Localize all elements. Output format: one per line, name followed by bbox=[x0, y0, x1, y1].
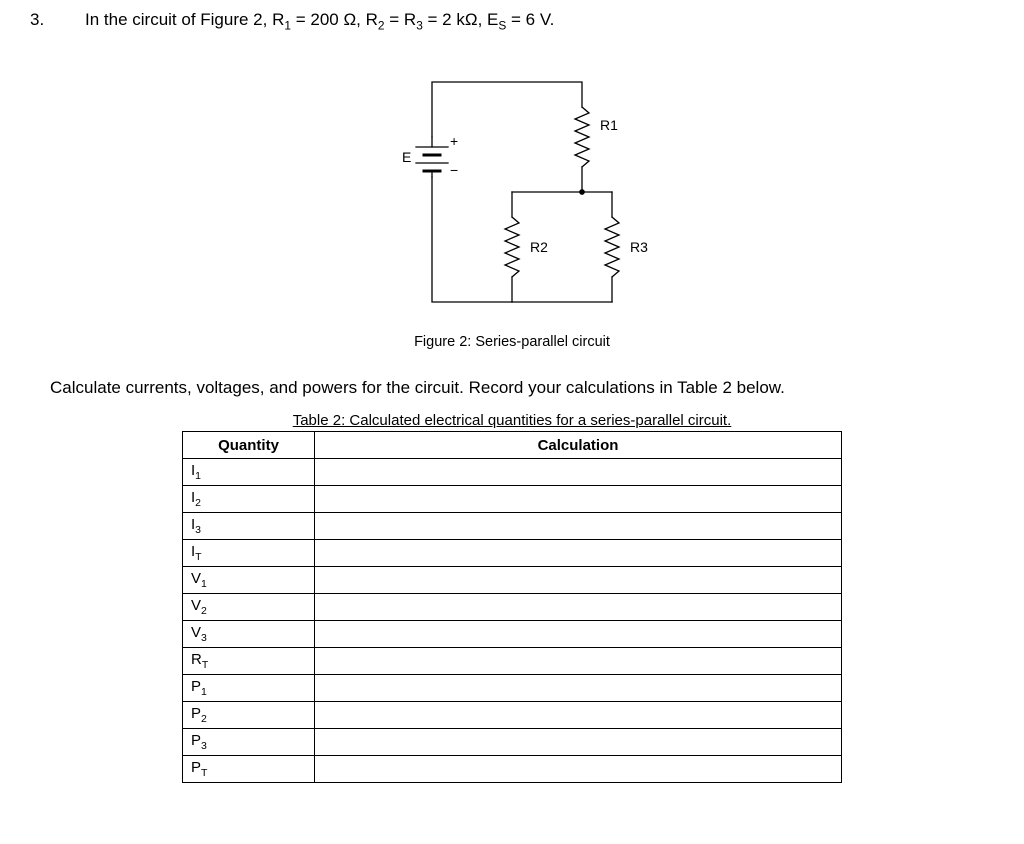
figure-2: ES + − R1 R2 R3 Figure 2: Series-paralle… bbox=[30, 62, 994, 350]
table-row: P2 bbox=[183, 702, 842, 729]
calc-table: Quantity Calculation I1I2I3ITV1V2V3RTP1P… bbox=[182, 431, 842, 783]
table-row: RT bbox=[183, 648, 842, 675]
table-row: IT bbox=[183, 540, 842, 567]
table-row: V3 bbox=[183, 621, 842, 648]
table-row: P3 bbox=[183, 729, 842, 756]
quantity-cell: V2 bbox=[183, 594, 315, 621]
source-plus: + bbox=[450, 133, 458, 149]
calculation-cell bbox=[315, 594, 842, 621]
instruction-text: Calculate currents, voltages, and powers… bbox=[50, 378, 974, 398]
calculation-cell bbox=[315, 486, 842, 513]
calculation-cell bbox=[315, 540, 842, 567]
calculation-cell bbox=[315, 567, 842, 594]
quantity-cell: PT bbox=[183, 756, 315, 783]
quantity-cell: P2 bbox=[183, 702, 315, 729]
table-row: V2 bbox=[183, 594, 842, 621]
quantity-cell: V1 bbox=[183, 567, 315, 594]
table-row: P1 bbox=[183, 675, 842, 702]
table-row: I2 bbox=[183, 486, 842, 513]
calculation-cell bbox=[315, 756, 842, 783]
table-row: PT bbox=[183, 756, 842, 783]
problem-number: 3. bbox=[30, 10, 85, 30]
problem-statement: 3. In the circuit of Figure 2, R1 = 200 … bbox=[30, 10, 994, 32]
quantity-cell: I3 bbox=[183, 513, 315, 540]
quantity-cell: P1 bbox=[183, 675, 315, 702]
col-calculation: Calculation bbox=[315, 432, 842, 459]
col-quantity: Quantity bbox=[183, 432, 315, 459]
quantity-cell: P3 bbox=[183, 729, 315, 756]
calculation-cell bbox=[315, 459, 842, 486]
table-row: V1 bbox=[183, 567, 842, 594]
quantity-cell: I1 bbox=[183, 459, 315, 486]
calculation-cell bbox=[315, 648, 842, 675]
table-2: Table 2: Calculated electrical quantitie… bbox=[182, 412, 842, 783]
quantity-cell: RT bbox=[183, 648, 315, 675]
calculation-cell bbox=[315, 513, 842, 540]
calculation-cell bbox=[315, 729, 842, 756]
quantity-cell: I2 bbox=[183, 486, 315, 513]
table-row: I3 bbox=[183, 513, 842, 540]
table-header-row: Quantity Calculation bbox=[183, 432, 842, 459]
table-title: Table 2: Calculated electrical quantitie… bbox=[182, 412, 842, 429]
source-label: ES bbox=[402, 149, 411, 165]
table-row: I1 bbox=[183, 459, 842, 486]
source-minus: − bbox=[450, 162, 458, 178]
calculation-cell bbox=[315, 675, 842, 702]
quantity-cell: IT bbox=[183, 540, 315, 567]
calculation-cell bbox=[315, 702, 842, 729]
quantity-cell: V3 bbox=[183, 621, 315, 648]
r1-label: R1 bbox=[600, 117, 618, 133]
r2-label: R2 bbox=[530, 239, 548, 255]
problem-text: In the circuit of Figure 2, R1 = 200 Ω, … bbox=[85, 10, 554, 32]
figure-caption: Figure 2: Series-parallel circuit bbox=[30, 334, 994, 350]
circuit-diagram: ES + − R1 R2 R3 bbox=[352, 62, 672, 322]
r3-label: R3 bbox=[630, 239, 648, 255]
calculation-cell bbox=[315, 621, 842, 648]
